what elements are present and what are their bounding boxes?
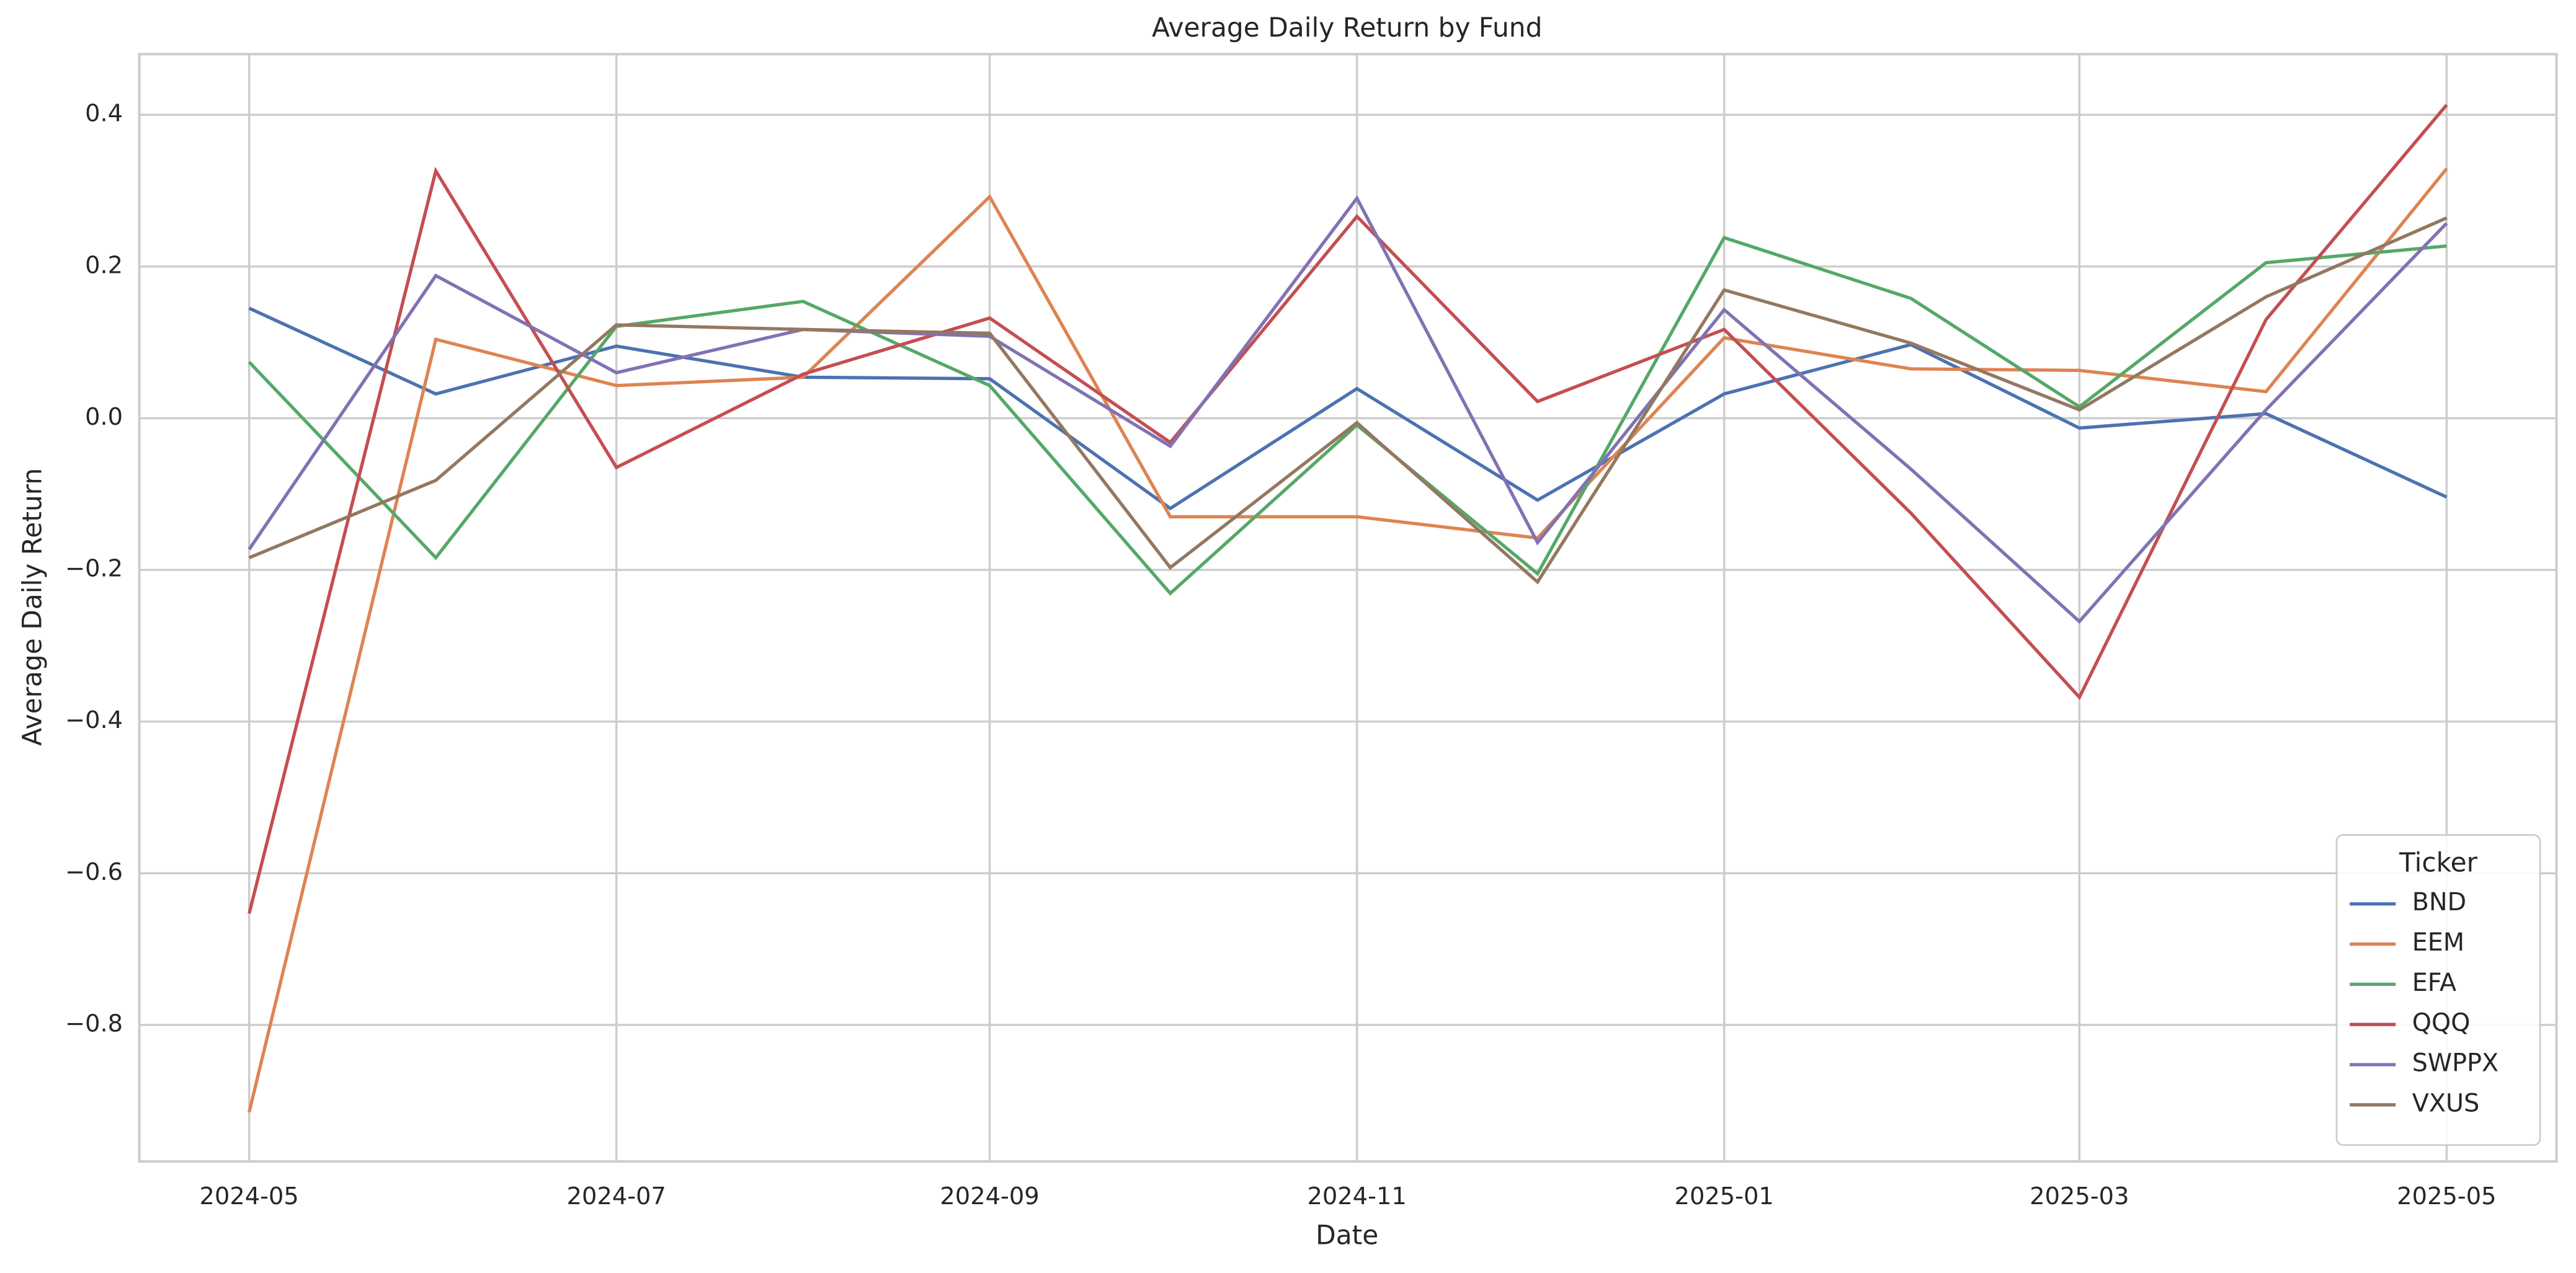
- y-tick-label: −0.6: [65, 858, 123, 886]
- series-line: [247, 167, 2448, 1113]
- legend-label: BND: [2412, 888, 2466, 916]
- legend-label: EFA: [2412, 969, 2456, 997]
- y-tick-label: 0.4: [85, 100, 123, 128]
- legend-title: Ticker: [2399, 848, 2478, 878]
- y-tick-label: 0.2: [85, 251, 123, 279]
- y-tick-label: −0.4: [65, 706, 123, 734]
- x-tick-label: 2025-01: [1675, 1182, 1774, 1210]
- x-tick-label: 2024-09: [940, 1182, 1039, 1210]
- series-line: [247, 104, 2448, 914]
- legend-label: EEM: [2412, 928, 2464, 957]
- legend-label: QQQ: [2412, 1009, 2471, 1037]
- y-tick-label: −0.2: [65, 555, 123, 583]
- x-tick-label: 2025-05: [2397, 1182, 2496, 1210]
- y-tick-label: 0.0: [85, 403, 123, 431]
- x-tick-label: 2024-11: [1307, 1182, 1406, 1210]
- series-line: [248, 216, 2448, 585]
- x-tick-label: 2024-05: [200, 1182, 299, 1210]
- x-tick-label: 2024-07: [567, 1182, 666, 1210]
- chart-title: Average Daily Return by Fund: [1152, 12, 1542, 43]
- legend-box: [2335, 834, 2541, 1146]
- y-axis-label: Average Daily Return: [17, 468, 48, 746]
- plot-frame: [138, 53, 2558, 1163]
- series-line: [248, 306, 2448, 511]
- x-axis-label: Date: [1316, 1220, 1378, 1250]
- legend-label: SWPPX: [2412, 1049, 2498, 1078]
- series-line: [247, 195, 2448, 624]
- x-tick-label: 2025-03: [2030, 1182, 2129, 1210]
- y-tick-label: −0.8: [65, 1009, 123, 1037]
- legend-label: VXUS: [2412, 1089, 2480, 1117]
